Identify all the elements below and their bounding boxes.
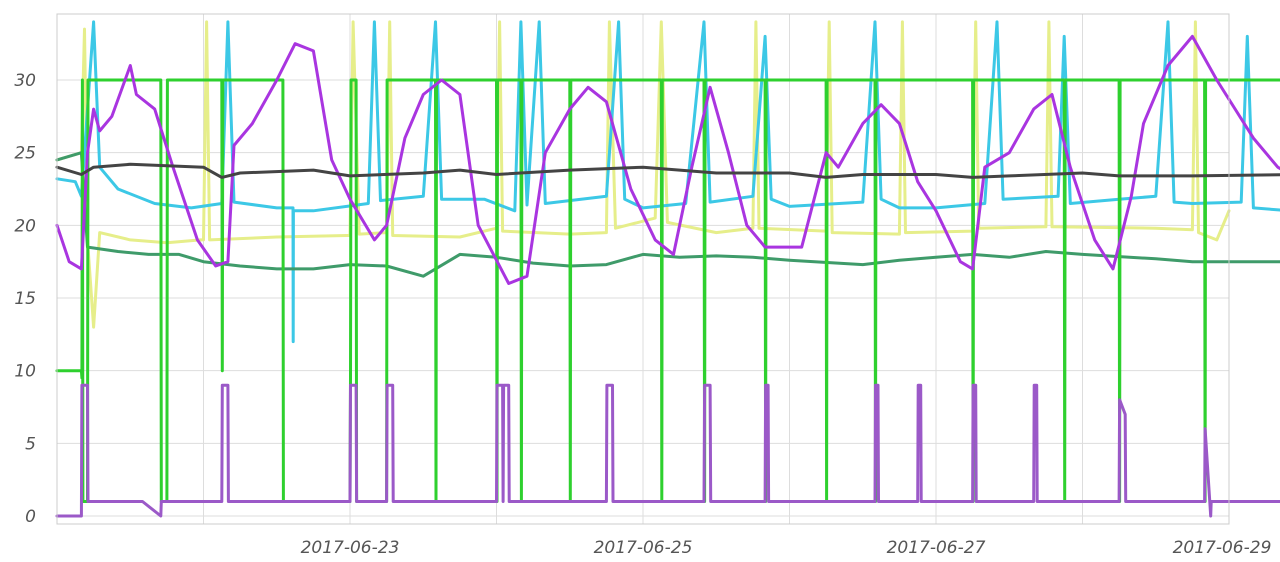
y-axis-ticks: 0 5 10 15 20 25 30 — [14, 71, 36, 527]
series-line-2 — [55, 20, 1280, 344]
x-tick-label: 2017-06-25 — [594, 538, 693, 558]
y-tick-label: 20 — [14, 216, 36, 236]
series-line-3 — [55, 151, 1280, 278]
y-tick-label: 15 — [14, 289, 36, 309]
x-tick-label: 2017-06-23 — [301, 538, 400, 558]
plot-area-frame — [56, 13, 1230, 525]
y-tick-label: 25 — [14, 144, 36, 164]
y-tick-label: 0 — [25, 507, 36, 527]
chart-series — [55, 20, 1280, 518]
series-line-7 — [55, 162, 1280, 179]
x-axis-ticks: 2017-06-23 2017-06-25 2017-06-27 2017-06-29 — [301, 538, 1272, 558]
series-line-6 — [55, 34, 1280, 285]
series-line-4 — [55, 78, 1280, 503]
y-tick-label: 5 — [25, 434, 36, 454]
y-tick-label: 30 — [14, 71, 36, 91]
chart-grid — [56, 14, 1230, 524]
y-tick-label: 10 — [14, 362, 36, 382]
x-tick-label: 2017-06-29 — [1173, 538, 1272, 558]
series-line-1 — [55, 20, 1231, 329]
x-tick-label: 2017-06-27 — [887, 538, 986, 558]
series-line-5 — [55, 383, 1280, 518]
